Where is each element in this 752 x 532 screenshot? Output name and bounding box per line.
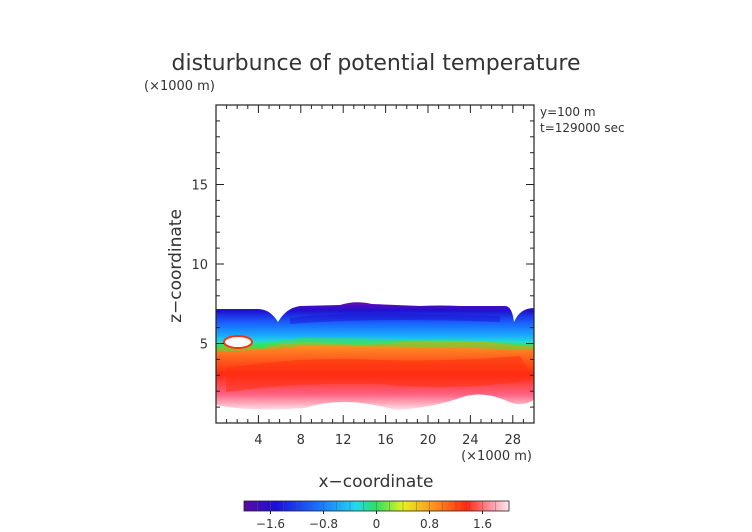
y-axis-label: z−coordinate [166, 209, 186, 323]
white-anomaly [223, 335, 253, 349]
colorbar-tick-label: −0.8 [309, 517, 338, 531]
colorbar-tick-label: 0.8 [420, 517, 439, 531]
cold-layer [216, 302, 534, 348]
colorbar: −1.6 −0.8 0 0.8 1.6 [243, 500, 510, 531]
x-tick-label: 16 [377, 433, 394, 448]
green-transition-band [216, 338, 534, 352]
y-unit-label: (×1000 m) [144, 79, 215, 94]
chart-title: disturbunce of potential temperature [172, 51, 581, 76]
plot-axes: 4 8 12 16 20 24 28 5 10 15 [191, 104, 535, 448]
info-line-t: t=129000 sec [540, 121, 625, 135]
y-tick-label: 10 [191, 258, 208, 273]
colorbar-tick-label: 0 [373, 517, 381, 531]
x-tick-label: 28 [505, 433, 522, 448]
warm-core-band [226, 356, 534, 392]
x-unit-label: (×1000 m) [461, 449, 532, 464]
x-tick-label: 20 [420, 433, 437, 448]
x-axis-label: x−coordinate [319, 472, 434, 492]
x-tick-label: 8 [297, 433, 305, 448]
x-tick-label: 12 [335, 433, 352, 448]
colorbar-tick-label: −1.6 [256, 517, 285, 531]
x-tick-label: 4 [254, 433, 262, 448]
x-tick-label: 24 [462, 433, 479, 448]
colorbar-tick-label: 1.6 [473, 517, 492, 531]
info-line-y: y=100 m [540, 105, 596, 119]
cold-core-band [290, 313, 500, 324]
y-tick-label: 15 [191, 179, 208, 194]
y-tick-label: 5 [200, 338, 208, 353]
field-layers [216, 302, 534, 410]
